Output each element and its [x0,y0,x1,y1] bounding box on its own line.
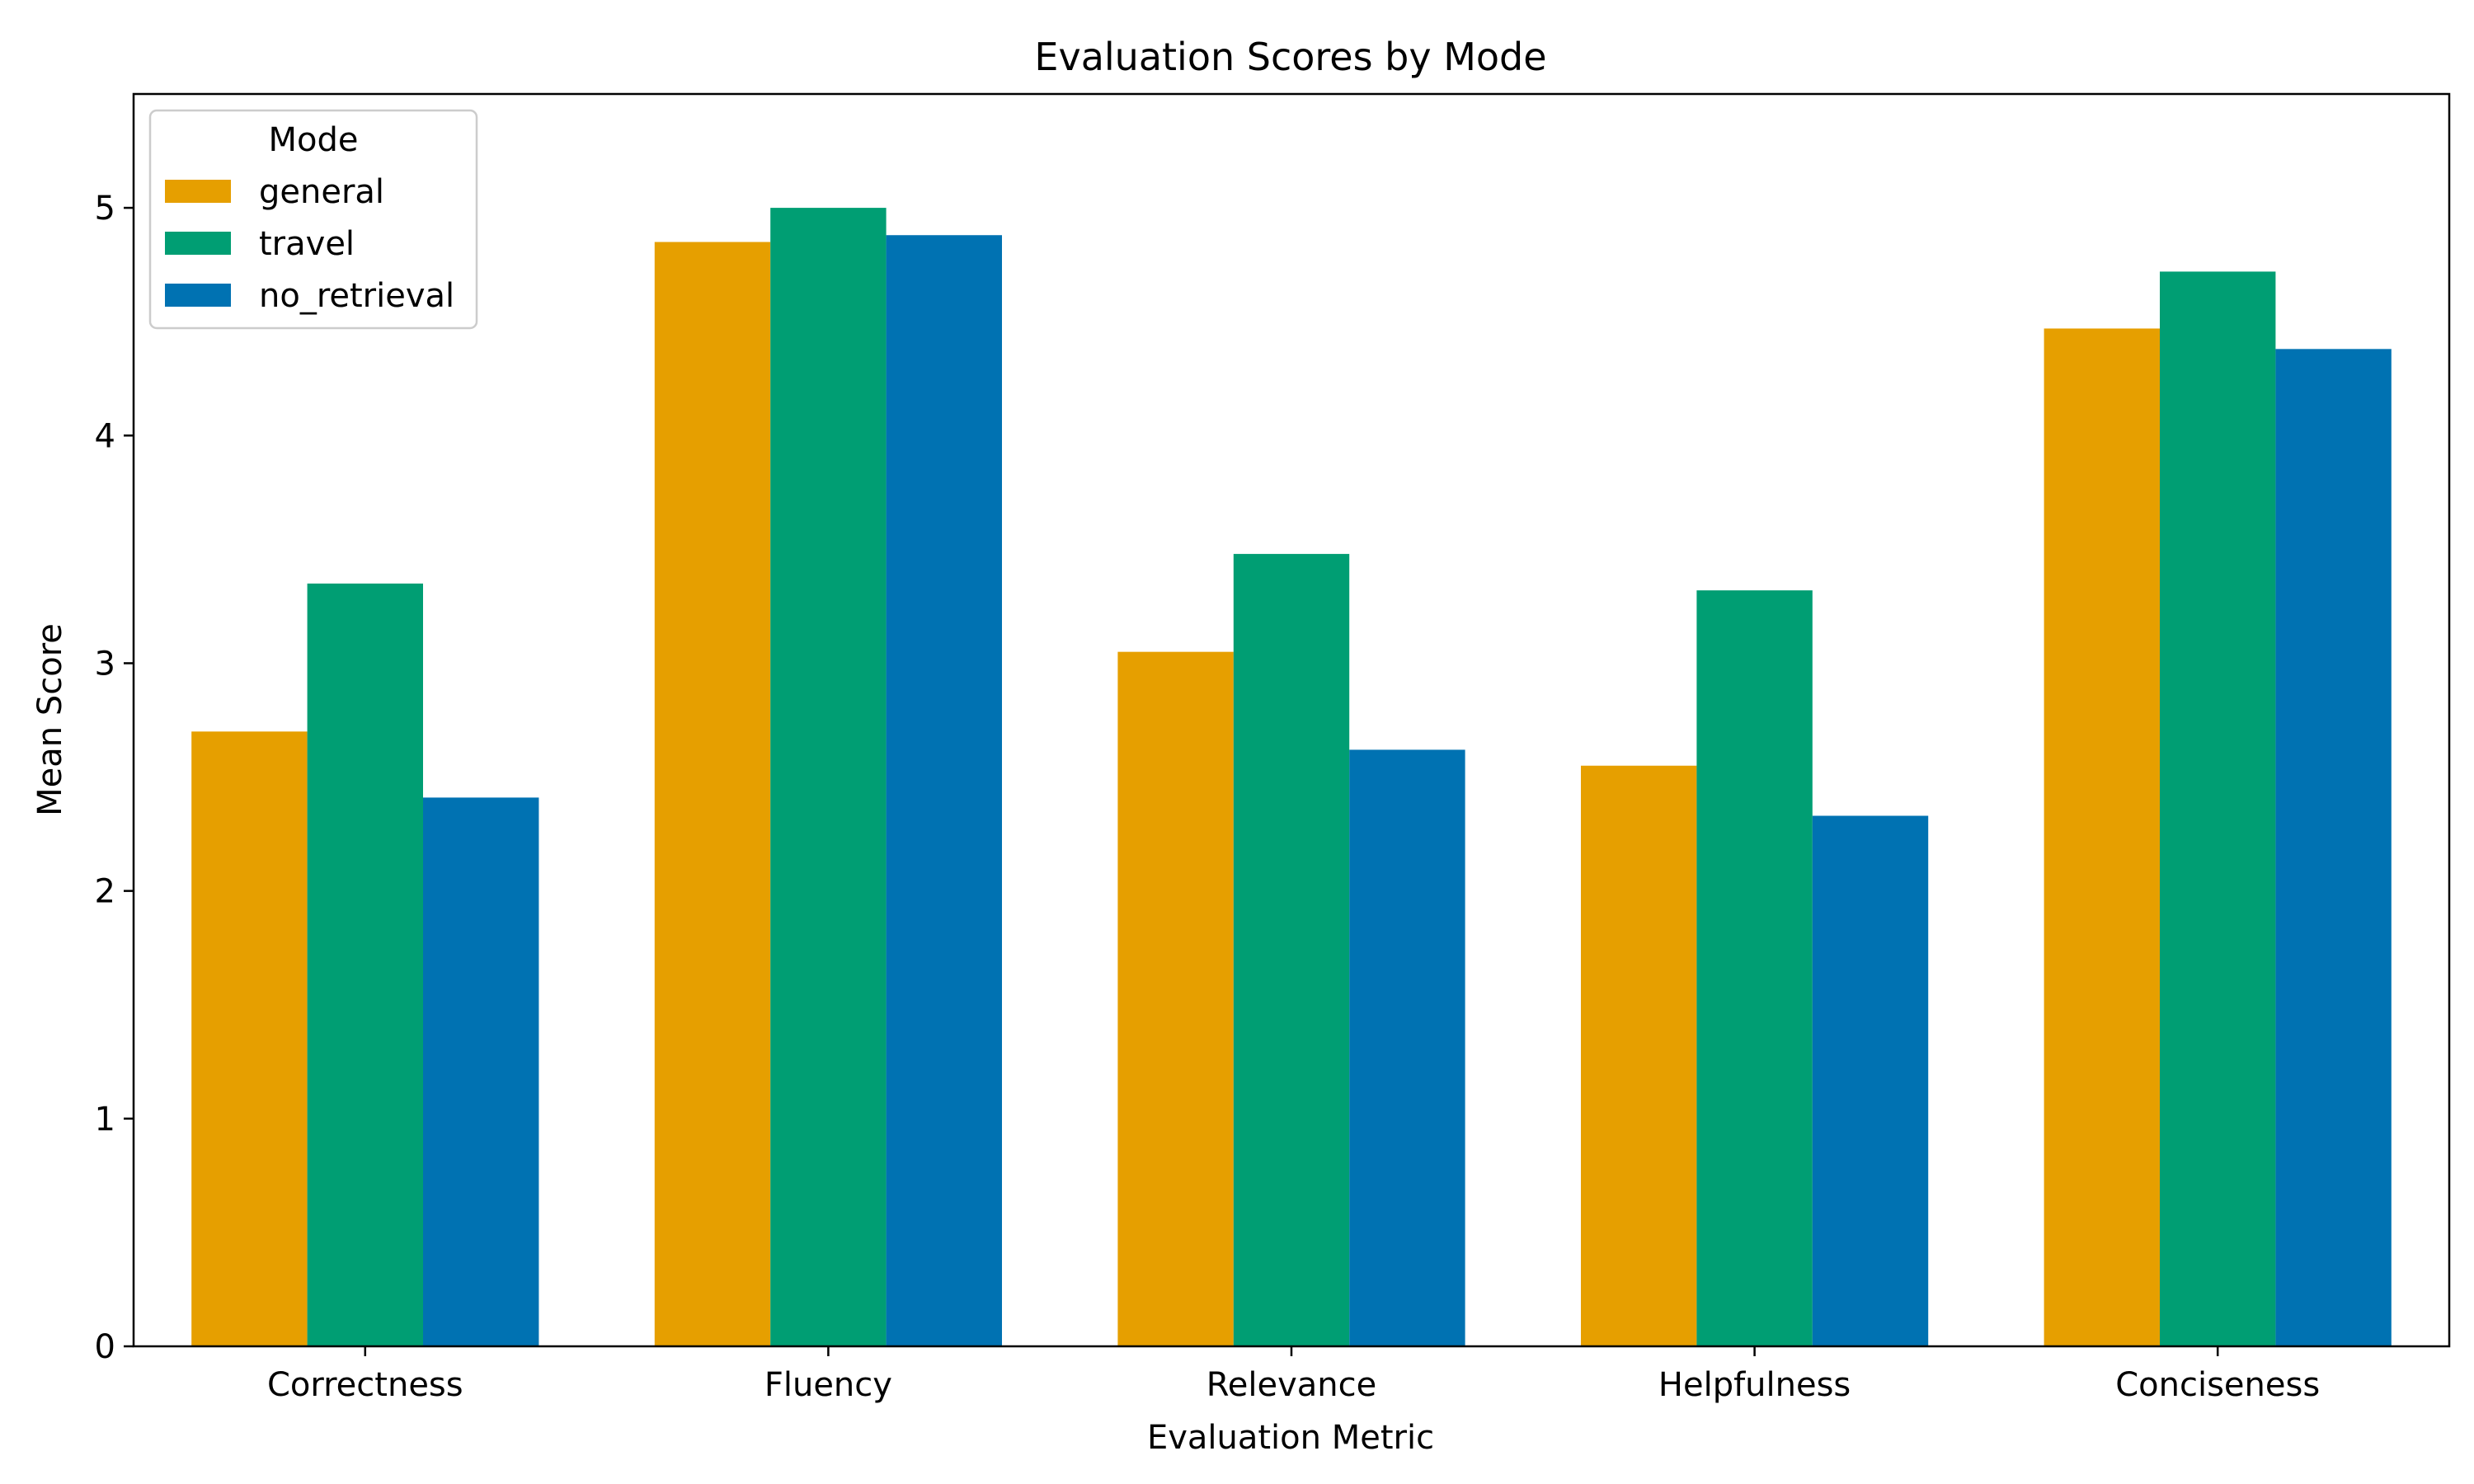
bar-general-helpfulness [1581,765,1697,1346]
legend-frame [148,109,478,330]
bar-no_retrieval-helpfulness [1812,815,1929,1346]
x-tick-label-helpfulness: Helpfulness [1658,1366,1851,1404]
legend-label-travel: travel [259,225,355,263]
bar-no_retrieval-conciseness [2275,349,2392,1347]
bar-general-conciseness [2044,328,2160,1346]
x-tick-label-correctness: Correctness [267,1366,463,1404]
bar-general-fluency [654,242,771,1346]
chart-title: Evaluation Scores by Mode [1034,35,1546,79]
bar-travel-relevance [1233,553,1350,1346]
y-tick-label: 4 [95,417,115,455]
bar-no_retrieval-fluency [886,235,1002,1347]
bar-no_retrieval-correctness [423,797,539,1346]
bar-general-relevance [1117,651,1234,1346]
bar-general-correctness [191,731,308,1346]
bar-travel-correctness [307,583,423,1346]
bar-travel-conciseness [2160,271,2276,1346]
legend-label-general: general [259,173,384,211]
x-tick-label-fluency: Fluency [764,1366,892,1404]
y-tick-label: 1 [95,1101,115,1139]
y-axis-label: Mean Score [31,623,69,816]
bar-no_retrieval-relevance [1349,749,1465,1346]
x-axis: Correctness Fluency Relevance Helpfulness Co… [267,1346,2320,1404]
bar-travel-fluency [770,208,887,1346]
bars-group [191,208,2392,1347]
legend-title: Mode [269,121,359,159]
legend: Mode general travel no_retrieval [148,109,478,330]
legend-swatch-general [165,180,231,203]
x-axis-label: Evaluation Metric [1147,1419,1434,1457]
y-axis: 0 1 2 3 4 5 [95,190,134,1366]
y-tick-label: 3 [95,645,115,683]
legend-swatch-travel [165,232,231,255]
legend-swatch-no_retrieval [165,284,231,307]
y-tick-label: 0 [95,1328,115,1366]
x-tick-label-conciseness: Conciseness [2115,1366,2320,1404]
y-tick-label: 2 [95,873,115,911]
y-tick-label: 5 [95,190,115,228]
bar-travel-helpfulness [1696,590,1813,1346]
legend-label-no_retrieval: no_retrieval [259,277,454,315]
x-tick-label-relevance: Relevance [1206,1366,1376,1404]
